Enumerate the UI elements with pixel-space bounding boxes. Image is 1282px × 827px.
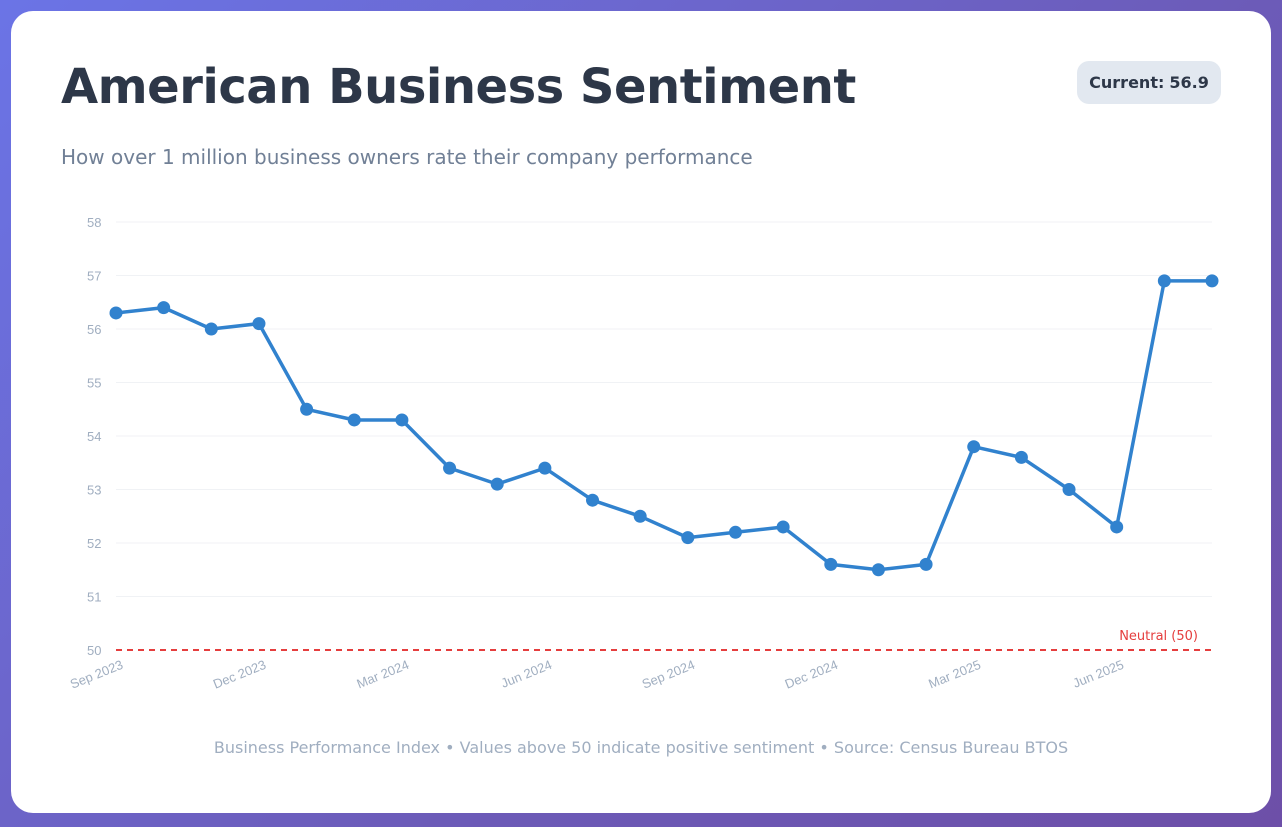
x-tick-label: Sep 2024 bbox=[640, 657, 697, 692]
data-point[interactable] bbox=[1157, 274, 1171, 288]
y-tick-label: 51 bbox=[87, 590, 101, 605]
data-point[interactable] bbox=[490, 477, 504, 491]
y-tick-label: 54 bbox=[87, 429, 101, 444]
y-tick-label: 55 bbox=[87, 376, 101, 391]
y-tick-label: 57 bbox=[87, 269, 101, 284]
data-point[interactable] bbox=[728, 525, 742, 539]
grid-lines bbox=[116, 221, 1212, 597]
data-point[interactable] bbox=[1014, 450, 1028, 464]
data-point[interactable] bbox=[157, 301, 171, 315]
badge-label: Current: bbox=[1089, 73, 1165, 92]
chart-card: American Business Sentiment How over 1 m… bbox=[11, 11, 1271, 813]
x-tick-label: Sep 2023 bbox=[68, 657, 125, 692]
y-tick-label: 52 bbox=[87, 536, 101, 551]
data-point[interactable] bbox=[300, 402, 314, 416]
x-axis-ticks: Sep 2023 Dec 2023 Mar 2024 Jun 2024 Sep 2024… bbox=[68, 657, 1126, 692]
badge-value: 56.9 bbox=[1169, 73, 1209, 92]
x-tick-label: Mar 2024 bbox=[354, 657, 411, 691]
data-point[interactable] bbox=[1062, 483, 1076, 496]
data-point[interactable] bbox=[204, 322, 218, 336]
x-tick-label: Jun 2025 bbox=[1071, 657, 1126, 691]
data-point[interactable] bbox=[681, 531, 695, 545]
y-tick-label: 56 bbox=[87, 322, 101, 337]
y-tick-label: 53 bbox=[87, 483, 101, 498]
series-line bbox=[114, 279, 1214, 572]
neutral-label: Neutral (50) bbox=[1119, 629, 1198, 644]
data-point[interactable] bbox=[395, 413, 409, 427]
data-point[interactable] bbox=[109, 306, 123, 320]
y-axis-ticks: 50 51 52 53 54 55 56 57 58 bbox=[87, 215, 101, 658]
line-chart: 50 51 52 53 54 55 56 57 58 Neutral (50) Sep 2023… bbox=[68, 215, 1219, 692]
data-point[interactable] bbox=[633, 509, 647, 523]
data-point[interactable] bbox=[586, 493, 600, 507]
chart-footnote: Business Performance Index • Values abov… bbox=[213, 738, 1069, 757]
data-point[interactable] bbox=[347, 413, 361, 427]
data-point[interactable] bbox=[1110, 520, 1124, 534]
data-point[interactable] bbox=[252, 317, 266, 331]
x-tick-label: Dec 2023 bbox=[211, 657, 268, 692]
data-point[interactable] bbox=[776, 520, 790, 534]
data-point[interactable] bbox=[1205, 274, 1219, 288]
data-point[interactable] bbox=[443, 461, 457, 475]
page-subtitle: How over 1 million business owners rate … bbox=[61, 145, 753, 169]
x-tick-label: Jun 2024 bbox=[499, 657, 554, 691]
x-tick-label: Mar 2025 bbox=[926, 657, 983, 691]
data-point[interactable] bbox=[824, 557, 838, 571]
current-value-badge: Current: 56.9 bbox=[1077, 61, 1221, 104]
y-tick-label: 50 bbox=[87, 643, 101, 658]
page-title: American Business Sentiment bbox=[61, 59, 856, 115]
data-point[interactable] bbox=[538, 461, 552, 475]
data-point[interactable] bbox=[967, 440, 981, 454]
y-tick-label: 58 bbox=[87, 215, 101, 230]
data-point[interactable] bbox=[871, 563, 885, 577]
series-points bbox=[109, 274, 1219, 577]
x-tick-label: Dec 2024 bbox=[783, 657, 840, 692]
neutral-reference: Neutral (50) bbox=[116, 629, 1212, 651]
data-point[interactable] bbox=[919, 557, 933, 571]
series-line bbox=[114, 279, 1214, 572]
